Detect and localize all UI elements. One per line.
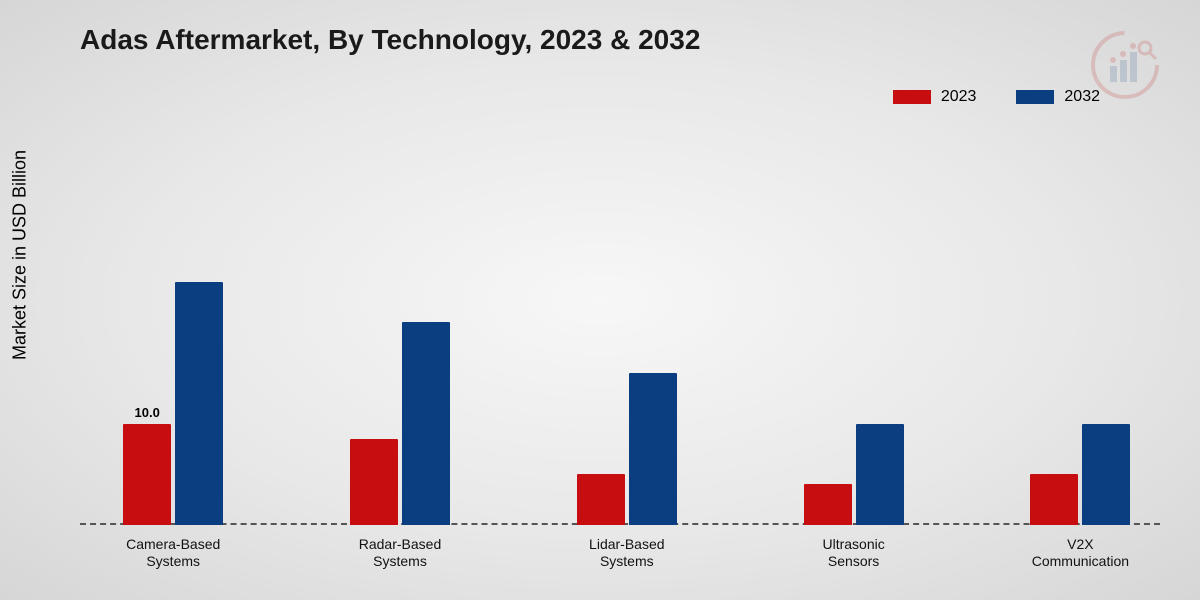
legend-swatch [893, 90, 931, 104]
plot-area: 10.0 [80, 170, 1160, 525]
bar-group [350, 322, 450, 525]
category-axis: Camera-BasedSystems Radar-BasedSystems Lid… [80, 530, 1160, 570]
bar [804, 484, 852, 525]
bar-value-label: 10.0 [135, 405, 160, 420]
category-label: UltrasonicSensors [779, 536, 929, 570]
bar [856, 424, 904, 525]
legend-item-2023: 2023 [893, 88, 977, 106]
bar [577, 474, 625, 525]
category-label: V2XCommunication [1005, 536, 1155, 570]
legend-label: 2023 [941, 88, 977, 106]
bar-group [804, 424, 904, 525]
legend: 2023 2032 [893, 88, 1100, 106]
category-label: Lidar-BasedSystems [552, 536, 702, 570]
legend-swatch [1016, 90, 1054, 104]
bar [629, 373, 677, 525]
legend-item-2032: 2032 [1016, 88, 1100, 106]
bar-group [123, 282, 223, 525]
bar [123, 424, 171, 525]
y-axis-label: Market Size in USD Billion [10, 150, 31, 360]
chart-title: Adas Aftermarket, By Technology, 2023 & … [80, 24, 700, 56]
category-label: Radar-BasedSystems [325, 536, 475, 570]
legend-label: 2032 [1064, 88, 1100, 106]
bar-group [1030, 424, 1130, 525]
bar [1082, 424, 1130, 525]
watermark-logo [1090, 30, 1160, 100]
bar [350, 439, 398, 525]
bar-group [577, 373, 677, 525]
bar [402, 322, 450, 525]
bar [1030, 474, 1078, 525]
category-label: Camera-BasedSystems [98, 536, 248, 570]
bar [175, 282, 223, 525]
